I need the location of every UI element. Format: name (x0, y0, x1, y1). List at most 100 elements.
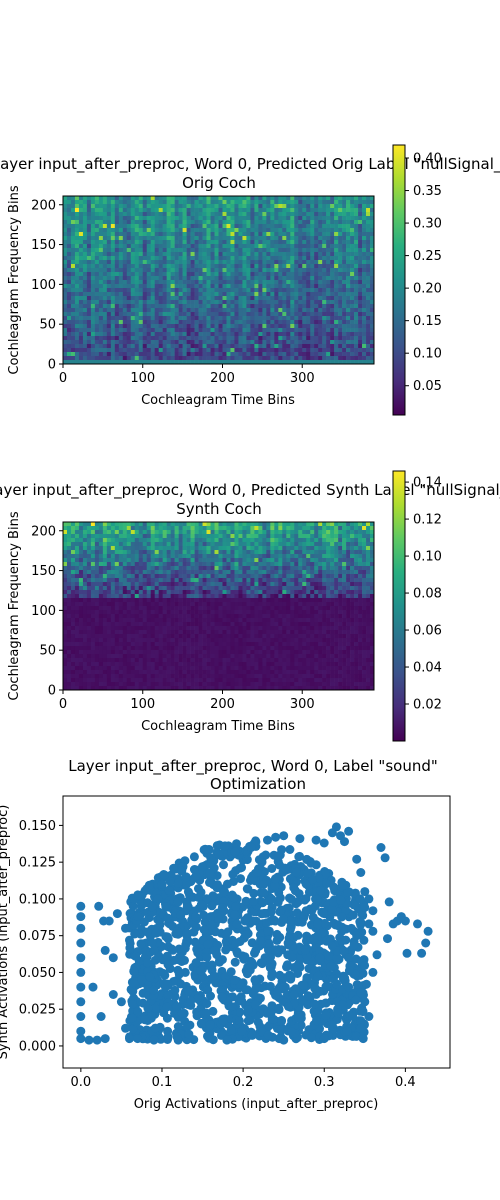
heatmap-cell (154, 276, 159, 281)
heatmap-cell (102, 526, 108, 531)
heatmap-cell (334, 538, 339, 543)
heatmap-cell (314, 578, 319, 583)
heatmap-cell (346, 220, 351, 225)
heatmap-cell (322, 530, 327, 535)
heatmap-cell (110, 530, 116, 535)
heatmap-cell (158, 542, 163, 547)
heatmap-cell (326, 578, 331, 583)
heatmap-cell (322, 296, 327, 301)
heatmap-cell (338, 232, 343, 237)
heatmap-cell (86, 352, 92, 357)
heatmap-cell (118, 554, 124, 559)
heatmap-cell (150, 554, 156, 559)
heatmap-cell (114, 352, 120, 357)
heatmap-cell (198, 248, 203, 253)
heatmap-cell (302, 554, 307, 559)
heatmap-cell (282, 348, 287, 353)
heatmap-cell (242, 328, 247, 333)
heatmap-cell (274, 252, 279, 257)
heatmap-cell (150, 582, 156, 587)
heatmap-cell (122, 542, 128, 547)
heatmap-cell (222, 340, 227, 345)
heatmap-cell (130, 312, 136, 317)
heatmap-cell (234, 598, 239, 603)
heatmap-cell (190, 606, 195, 611)
heatmap-cell (366, 252, 371, 257)
heatmap-cell (330, 360, 335, 365)
heatmap-cell (370, 554, 375, 559)
heatmap-cell (358, 340, 363, 345)
heatmap-cell (370, 546, 375, 551)
heatmap-cell (278, 550, 283, 555)
heatmap-cell (238, 240, 243, 245)
heatmap-cell (170, 344, 175, 349)
heatmap-cell (154, 538, 159, 543)
heatmap-cell (266, 542, 271, 547)
heatmap-cell (106, 268, 112, 273)
heatmap-cell (138, 216, 144, 221)
heatmap-cell (134, 566, 140, 571)
heatmap-cell (254, 256, 259, 261)
heatmap-cell (282, 296, 287, 301)
heatmap-cell (326, 304, 331, 309)
heatmap-cell (98, 566, 104, 571)
heatmap-cell (370, 530, 375, 535)
heatmap-cell (234, 212, 239, 217)
heatmap-cell (354, 256, 359, 261)
heatmap-cell (214, 538, 219, 543)
heatmap-cell (146, 336, 152, 341)
heatmap-cell (114, 216, 120, 221)
heatmap-cell (214, 534, 219, 539)
heatmap-cell (138, 308, 144, 313)
heatmap-cell (186, 352, 191, 357)
heatmap-cell (202, 244, 207, 249)
heatmap-cell (278, 320, 283, 325)
heatmap-cell (98, 296, 104, 301)
heatmap-cell (82, 542, 88, 547)
heatmap-cell (158, 196, 163, 201)
heatmap-cell (210, 352, 215, 357)
heatmap-cell (334, 594, 339, 599)
heatmap-cell (318, 228, 323, 233)
heatmap-cell (158, 208, 163, 213)
heatmap-cell (218, 228, 223, 233)
heatmap-cell (322, 324, 327, 329)
heatmap-cell (262, 340, 267, 345)
heatmap-cell (270, 256, 275, 261)
heatmap-cell (258, 264, 263, 269)
heatmap-cell (170, 562, 175, 567)
heatmap-cell (90, 208, 96, 213)
heatmap-cell (190, 260, 195, 265)
heatmap-cell (86, 204, 92, 209)
heatmap-cell (246, 228, 251, 233)
heatmap-cell (146, 272, 152, 277)
heatmap-cell (194, 228, 199, 233)
heatmap-cell (190, 566, 195, 571)
heatmap-cell (366, 200, 371, 205)
heatmap-cell (318, 276, 323, 281)
heatmap-cell (150, 204, 156, 209)
heatmap-cell (122, 248, 128, 253)
heatmap-cell (230, 196, 235, 201)
heatmap-cell (362, 308, 367, 313)
heatmap-cell (110, 312, 116, 317)
heatmap-cell (110, 204, 116, 209)
heatmap-cell (322, 344, 327, 349)
heatmap-cell (302, 204, 307, 209)
heatmap-cell (114, 574, 120, 579)
heatmap-cell (182, 316, 187, 321)
heatmap-cell (354, 320, 359, 325)
heatmap-cell (146, 602, 152, 607)
heatmap-cell (358, 208, 363, 213)
heatmap-cell (254, 268, 259, 273)
heatmap-cell (63, 602, 68, 607)
heatmap-cell (186, 288, 191, 293)
heatmap-cell (94, 348, 100, 353)
heatmap-cell (310, 320, 315, 325)
heatmap-cell (150, 352, 156, 357)
heatmap-cell (166, 276, 171, 281)
heatmap-cell (114, 228, 120, 233)
heatmap-cell (370, 312, 375, 317)
heatmap-cell (298, 526, 303, 531)
heatmap-cell (63, 356, 68, 361)
